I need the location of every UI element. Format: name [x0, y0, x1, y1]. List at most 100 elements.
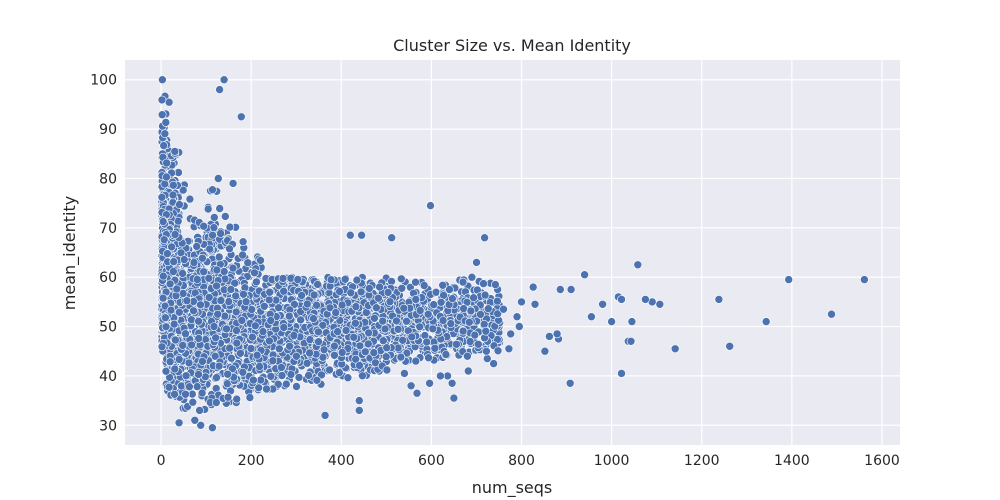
scatter-point [262, 384, 271, 394]
scatter-point [493, 346, 503, 356]
scatter-point [225, 244, 234, 254]
scatter-point [670, 344, 680, 354]
scatter-point [354, 406, 364, 415]
scatter-point [212, 265, 222, 275]
scatter-point [398, 335, 408, 345]
scatter-point [476, 310, 485, 319]
scatter-point [216, 229, 225, 238]
scatter-point [343, 373, 353, 383]
scatter-point [159, 271, 168, 281]
grid-lines [125, 60, 900, 445]
scatter-point [449, 393, 459, 403]
scatter-point [655, 299, 665, 309]
scatter-point [407, 332, 417, 342]
scatter-point [354, 396, 364, 405]
scatter-point [293, 275, 303, 284]
scatter-point [441, 350, 451, 359]
scatter-point [190, 415, 200, 425]
scatter-point [302, 358, 312, 368]
scatter-point [160, 129, 170, 138]
scatter-point [378, 316, 388, 326]
scatter-point [169, 257, 178, 266]
scatter-point [351, 354, 361, 364]
scatter-point [312, 375, 322, 385]
x-tick-label: 400 [328, 453, 355, 469]
scatter-point [473, 339, 483, 349]
scatter-point [212, 281, 221, 291]
scatter-point [277, 363, 286, 372]
scatter-point [436, 297, 446, 307]
scatter-point [351, 302, 361, 311]
scatter-point [198, 357, 207, 366]
scatter-point [436, 371, 445, 381]
scatter-point [325, 365, 334, 375]
scatter-point [208, 230, 217, 240]
scatter-point [506, 329, 516, 339]
scatter-point [171, 335, 180, 345]
scatter-point [177, 381, 186, 391]
scatter-point [243, 258, 253, 268]
scatter-point [212, 398, 221, 407]
x-axis-title: num_seqs [472, 478, 553, 498]
scatter-point [182, 296, 192, 306]
scatter-point [426, 201, 435, 210]
scatter-point [448, 294, 457, 303]
scatter-point [160, 301, 170, 311]
scatter-point [170, 389, 179, 399]
scatter-point [232, 394, 241, 404]
scatter-point [382, 365, 392, 375]
scatter-point [204, 293, 214, 302]
scatter-point [761, 317, 771, 326]
scatter-point [159, 141, 168, 150]
scatter-point [214, 174, 223, 183]
scatter-point [467, 272, 477, 282]
scatter-point [470, 330, 480, 340]
scatter-point [172, 284, 182, 294]
scatter-point [472, 258, 481, 267]
scatter-point [355, 341, 365, 351]
scatter-point [256, 256, 265, 265]
scatter-point [289, 331, 299, 340]
scatter-point [627, 317, 637, 326]
scatter-point [158, 293, 168, 303]
scatter-point [580, 270, 589, 280]
scatter-point [227, 353, 236, 363]
scatter-point [297, 291, 306, 300]
scatter-point [428, 324, 438, 334]
scatter-point [465, 337, 475, 346]
scatter-point [292, 382, 301, 391]
scatter-point [210, 351, 220, 361]
scatter-point [249, 375, 258, 385]
scatter-point [364, 328, 374, 338]
scatter-point [161, 313, 170, 323]
scatter-point [259, 301, 269, 311]
scatter-point [314, 327, 323, 337]
scatter-point [396, 352, 406, 362]
scatter-point [169, 180, 178, 190]
scatter-point [381, 352, 391, 362]
scatter-point [458, 277, 468, 287]
scatter-point [241, 297, 251, 307]
scatter-point [352, 275, 362, 285]
scatter-point [187, 340, 196, 350]
scatter-point [305, 348, 314, 358]
scatter-point [326, 275, 336, 285]
scatter-point [174, 355, 184, 364]
scatter-point [356, 287, 366, 297]
scatter-point [196, 300, 205, 310]
scatter-point [512, 312, 522, 322]
scatter-point [504, 344, 514, 354]
scatter-point [422, 337, 432, 347]
scatter-point [304, 371, 313, 380]
scatter-point [357, 230, 366, 240]
scatter-point [337, 348, 347, 357]
scatter-point [617, 295, 626, 304]
scatter-point [185, 382, 194, 392]
scatter-point [161, 366, 171, 376]
scatter-point [406, 381, 416, 391]
scatter-point [194, 316, 203, 326]
scatter-point [170, 364, 180, 374]
scatter-point [193, 275, 202, 284]
scatter-point [274, 303, 283, 313]
scatter-point [162, 158, 171, 168]
